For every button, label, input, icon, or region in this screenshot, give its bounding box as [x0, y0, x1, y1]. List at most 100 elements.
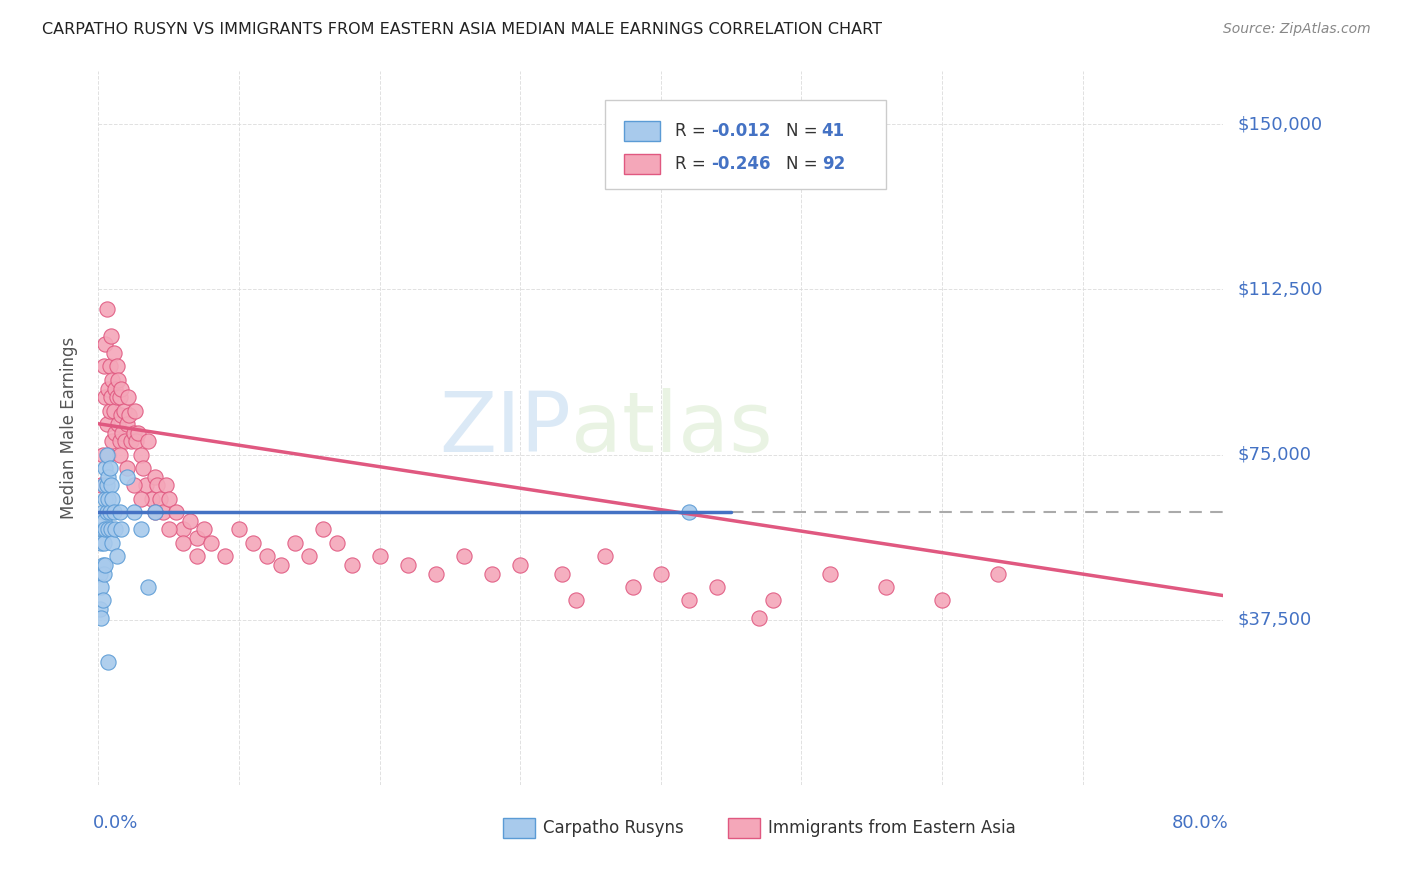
Point: [104, 425, 127, 440]
Point: [284, 535, 307, 549]
Point: [172, 535, 194, 549]
Point: [214, 549, 236, 563]
Point: [90, 478, 112, 492]
Point: [186, 531, 208, 545]
Point: [565, 593, 588, 607]
Point: [650, 566, 672, 581]
Text: 80.0%: 80.0%: [1173, 814, 1229, 831]
Point: [368, 549, 391, 563]
Point: [149, 491, 172, 506]
Point: [186, 549, 208, 563]
Point: [762, 593, 785, 607]
Point: [326, 535, 349, 549]
Point: [100, 523, 122, 537]
Point: [90, 535, 112, 549]
Point: [103, 505, 125, 519]
Point: [129, 523, 152, 537]
Point: [152, 505, 174, 519]
Point: [509, 558, 531, 572]
Point: [91, 505, 114, 519]
Point: [122, 478, 145, 492]
Text: ZIP: ZIP: [439, 388, 571, 468]
Point: [706, 580, 728, 594]
Point: [96, 478, 118, 492]
Text: -0.012: -0.012: [711, 121, 770, 139]
Point: [141, 491, 163, 506]
Point: [312, 523, 335, 537]
Text: CARPATHO RUSYN VS IMMIGRANTS FROM EASTERN ASIA MEDIAN MALE EARNINGS CORRELATION : CARPATHO RUSYN VS IMMIGRANTS FROM EASTER…: [42, 22, 882, 37]
Point: [97, 491, 120, 506]
Point: [453, 549, 475, 563]
Bar: [503, 819, 534, 838]
Point: [94, 460, 117, 475]
Point: [105, 359, 128, 374]
Point: [97, 655, 120, 669]
Y-axis label: Median Male Earnings: Median Male Earnings: [59, 337, 77, 519]
Point: [94, 337, 117, 351]
Point: [256, 549, 278, 563]
Point: [193, 523, 215, 537]
Point: [270, 558, 292, 572]
Point: [143, 505, 166, 519]
Point: [115, 460, 138, 475]
Point: [107, 417, 129, 431]
Point: [155, 478, 177, 492]
Point: [122, 425, 145, 440]
Point: [94, 491, 117, 506]
Point: [120, 434, 142, 449]
Point: [678, 505, 700, 519]
Point: [396, 558, 419, 572]
Point: [481, 566, 503, 581]
Point: [90, 610, 112, 624]
Point: [96, 302, 118, 317]
Point: [110, 382, 132, 396]
Text: Source: ZipAtlas.com: Source: ZipAtlas.com: [1223, 22, 1371, 37]
Point: [179, 514, 201, 528]
Point: [125, 434, 148, 449]
Point: [110, 523, 132, 537]
Point: [122, 505, 145, 519]
Point: [97, 523, 120, 537]
Point: [96, 417, 118, 431]
Point: [112, 403, 135, 417]
Text: 92: 92: [821, 155, 845, 173]
Point: [111, 425, 134, 440]
Point: [108, 390, 131, 404]
Point: [136, 434, 159, 449]
Point: [228, 523, 250, 537]
Point: [110, 408, 132, 422]
Point: [93, 478, 115, 492]
Point: [748, 610, 770, 624]
Point: [94, 390, 117, 404]
Point: [93, 566, 115, 581]
Point: [91, 448, 114, 462]
Point: [129, 491, 152, 506]
Point: [91, 523, 114, 537]
Point: [114, 434, 136, 449]
Point: [127, 425, 149, 440]
Point: [100, 328, 122, 343]
Point: [96, 505, 118, 519]
Point: [136, 580, 159, 594]
Point: [157, 523, 180, 537]
Point: [818, 566, 841, 581]
Point: [91, 558, 114, 572]
Point: [105, 390, 128, 404]
Point: [100, 390, 122, 404]
Point: [143, 505, 166, 519]
Point: [124, 403, 146, 417]
Point: [103, 403, 125, 417]
Point: [172, 523, 194, 537]
Point: [987, 566, 1010, 581]
Text: 41: 41: [821, 121, 845, 139]
Point: [96, 448, 118, 462]
Point: [104, 523, 127, 537]
Text: 0.0%: 0.0%: [93, 814, 138, 831]
Point: [298, 549, 321, 563]
Point: [93, 514, 115, 528]
Point: [101, 373, 124, 387]
Point: [132, 460, 155, 475]
Point: [98, 460, 121, 475]
Point: [678, 593, 700, 607]
Point: [931, 593, 953, 607]
